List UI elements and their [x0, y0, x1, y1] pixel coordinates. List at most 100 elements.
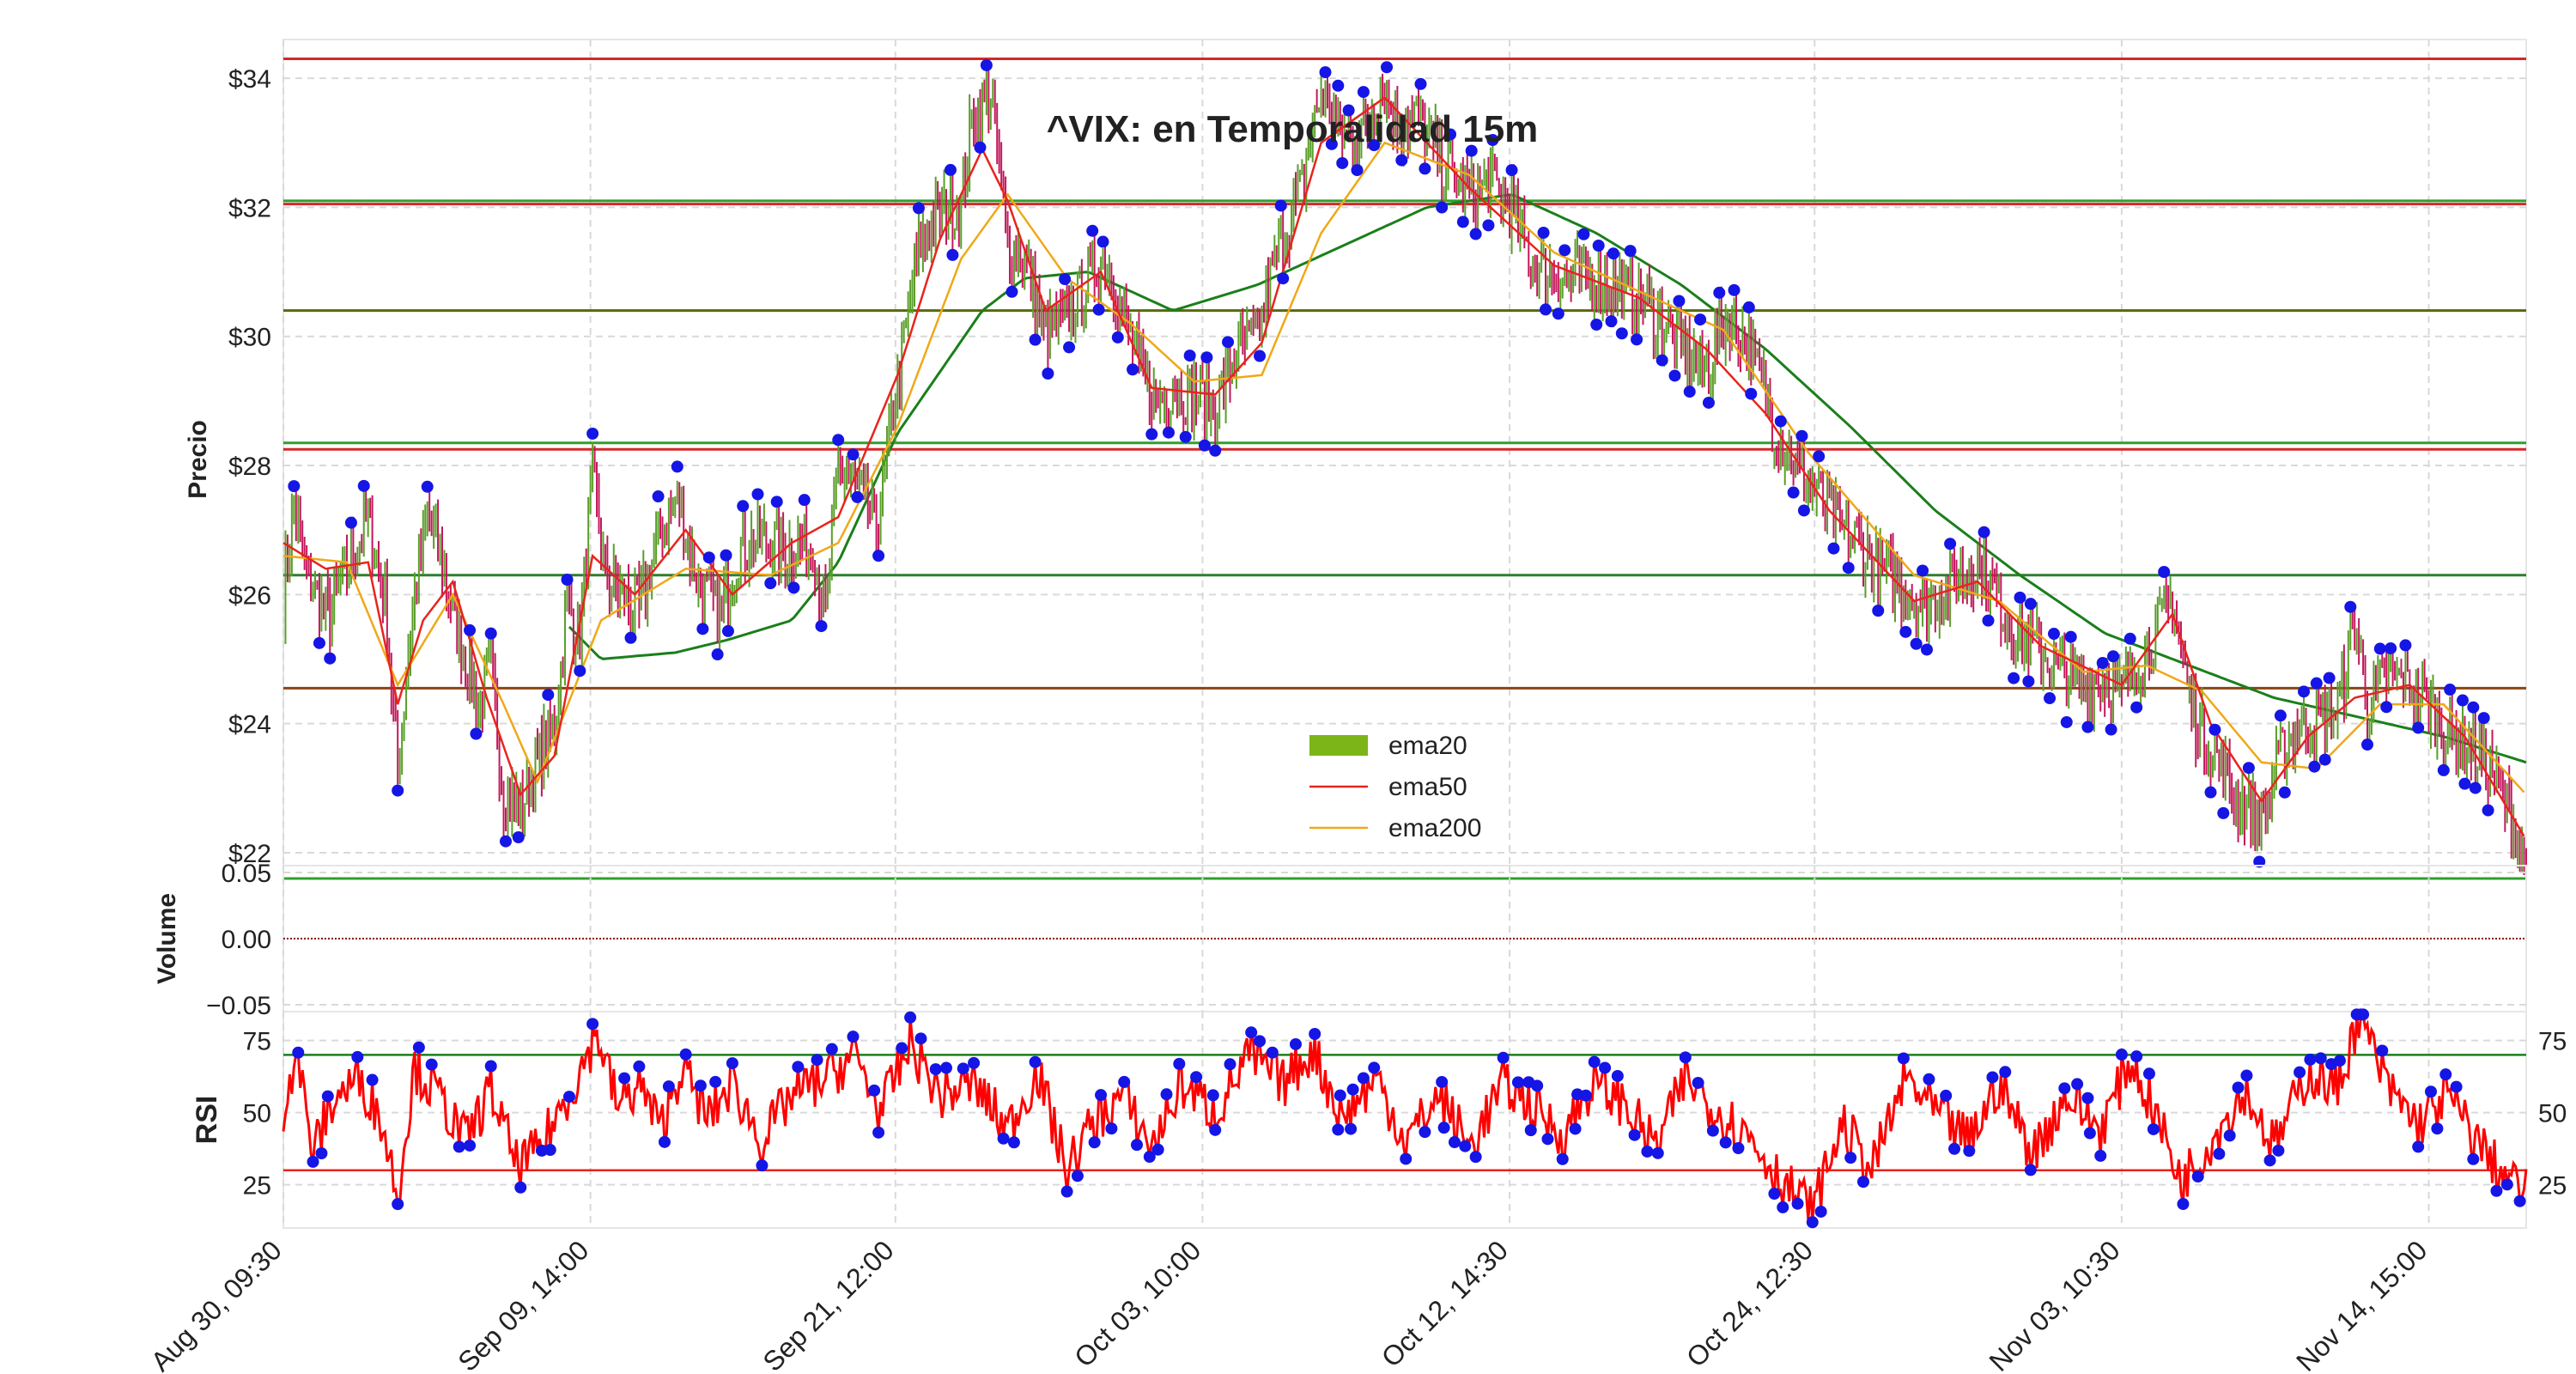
price-marker: [499, 835, 512, 848]
price-marker: [1254, 350, 1267, 362]
rsi-marker: [1459, 1140, 1472, 1152]
rsi-marker: [1628, 1128, 1641, 1141]
price-marker: [2024, 598, 2037, 611]
price-marker: [2081, 720, 2094, 733]
price-marker: [1200, 351, 1213, 364]
ema200-line: [283, 141, 2525, 793]
price-marker: [2469, 781, 2482, 794]
rsi-marker: [1923, 1073, 1935, 1085]
price-marker: [2310, 677, 2323, 690]
price-markers: [288, 58, 2494, 868]
support-resistance-lines: [283, 58, 2526, 880]
price-marker: [696, 623, 709, 635]
price-marker: [1005, 285, 1018, 298]
rsi-marker: [1309, 1028, 1321, 1041]
price-marker: [1702, 396, 1715, 409]
price-marker: [832, 434, 845, 447]
price-marker: [288, 480, 301, 493]
rsi-tick-label-right: 75: [2538, 1028, 2567, 1056]
price-marker: [1486, 134, 1499, 147]
price-marker: [2022, 675, 2035, 688]
volume-tick-label: 0.00: [222, 926, 271, 954]
rsi-marker: [1060, 1185, 1073, 1198]
price-marker: [1274, 199, 1287, 212]
price-marker: [1683, 386, 1696, 398]
price-marker: [1842, 562, 1855, 575]
price-marker: [787, 581, 800, 594]
price-marker: [357, 479, 370, 492]
price-marker: [1615, 327, 1628, 340]
rsi-marker: [1856, 1176, 1869, 1189]
rsi-marker: [321, 1090, 334, 1103]
rsi-marker: [1143, 1151, 1156, 1164]
rsi-marker: [1345, 1122, 1358, 1135]
price-marker: [1357, 86, 1370, 99]
rsi-marker: [2024, 1164, 2037, 1176]
rsi-marker: [633, 1060, 646, 1073]
rsi-marker: [957, 1062, 969, 1075]
rsi-marker: [868, 1084, 881, 1097]
rsi-marker: [412, 1041, 425, 1054]
price-marker: [1540, 303, 1552, 316]
volume-panel: 0.05 0.00 −0.05 Volume: [153, 860, 2527, 1020]
price-marker: [1668, 369, 1681, 382]
rsi-marker: [1844, 1152, 1857, 1164]
rsi-marker: [2513, 1195, 2526, 1207]
rsi-marker: [1224, 1058, 1236, 1071]
rsi-marker: [2293, 1066, 2306, 1079]
rsi-y-ticks: 25 25 50 50 75 75: [243, 1028, 2567, 1201]
price-marker: [2399, 639, 2412, 652]
rsi-marker: [366, 1073, 379, 1086]
price-marker: [1505, 164, 1518, 177]
rsi-marker: [872, 1126, 885, 1139]
price-marker: [1482, 219, 1495, 232]
price-tick-label: $30: [228, 324, 271, 352]
legend-label-ema200: ema200: [1388, 814, 1481, 842]
price-marker: [946, 248, 959, 261]
price-marker: [1920, 643, 1933, 656]
rsi-marker: [2147, 1122, 2160, 1135]
rsi-marker: [825, 1043, 838, 1055]
price-marker: [2323, 672, 2336, 684]
price-marker: [464, 623, 477, 636]
rsi-marker: [2314, 1052, 2327, 1065]
rsi-marker: [1732, 1141, 1745, 1154]
price-marker: [1059, 273, 1072, 286]
price-marker: [1086, 224, 1099, 237]
price-marker: [1713, 286, 1726, 299]
rsi-marker: [1511, 1076, 1524, 1089]
price-marker: [2014, 591, 2026, 604]
rsi-marker: [618, 1072, 631, 1085]
rsi-marker: [2213, 1147, 2226, 1160]
rsi-marker: [1791, 1197, 1804, 1210]
price-marker: [2361, 739, 2374, 751]
rsi-marker: [2177, 1198, 2190, 1211]
price-marker: [2242, 762, 2255, 775]
rsi-marker: [756, 1159, 769, 1172]
price-marker: [624, 631, 637, 644]
price-marker: [512, 830, 525, 843]
chart-title: ^VIX: en Temporalidad 15m: [1047, 108, 1539, 150]
price-marker: [1813, 450, 1826, 463]
price-marker: [798, 494, 811, 507]
rsi-marker: [1266, 1046, 1279, 1059]
rsi-marker: [968, 1056, 981, 1069]
rsi-marker: [997, 1132, 1010, 1145]
price-marker: [1673, 295, 1686, 307]
price-marker: [1198, 439, 1211, 452]
rsi-marker: [1088, 1136, 1101, 1149]
rsi-tick-label-right: 50: [2538, 1100, 2567, 1128]
rsi-marker: [896, 1042, 908, 1055]
price-marker: [1395, 154, 1408, 167]
rsi-marker: [1206, 1089, 1219, 1102]
price-marker: [1742, 301, 1755, 313]
rsi-tick-label-left: 25: [243, 1172, 271, 1201]
price-marker: [2064, 630, 2077, 643]
rsi-marker: [2467, 1152, 2480, 1165]
price-marker: [2107, 650, 2120, 663]
price-y-ticks: $22 $24 $26 $28 $30 $32 $34: [228, 65, 271, 868]
price-marker: [2105, 723, 2117, 736]
rsi-marker: [2115, 1049, 2128, 1061]
price-marker: [1042, 367, 1054, 380]
